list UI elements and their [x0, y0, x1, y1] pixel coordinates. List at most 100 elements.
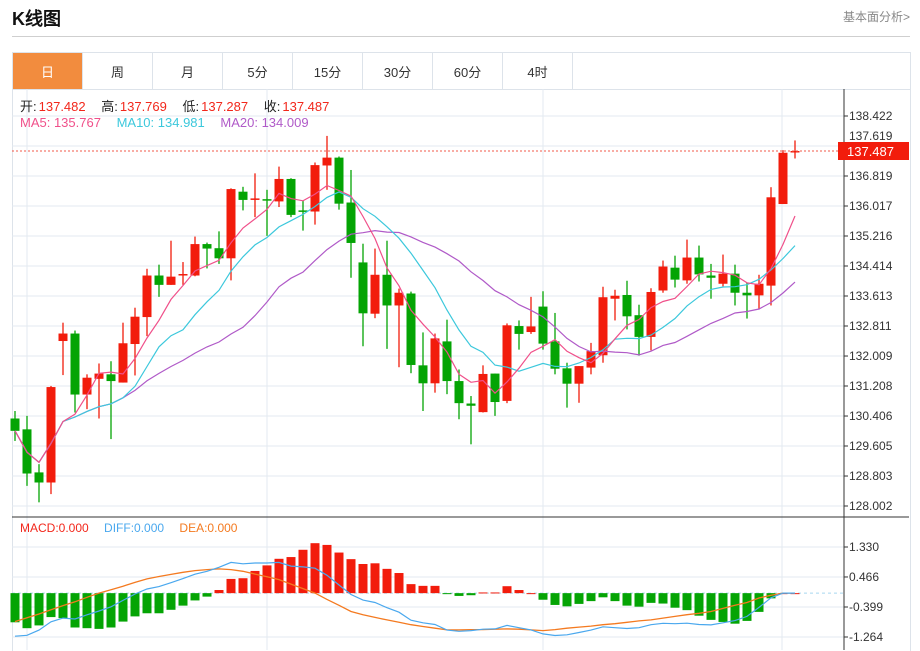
tab-60min[interactable]: 60分	[433, 53, 503, 90]
candle	[298, 200, 308, 231]
candle	[430, 333, 440, 393]
candle	[790, 140, 800, 159]
candle	[118, 322, 128, 383]
macd-tick-label: 1.330	[849, 540, 879, 554]
candle-body	[70, 333, 80, 395]
macd-bar	[358, 564, 368, 594]
candle-body	[718, 273, 728, 284]
ohlc-info: 开: 137.482 高: 137.769 低: 137.287 收: 137.487	[20, 96, 331, 115]
macd-bar	[610, 593, 620, 602]
macd-bar	[682, 593, 692, 611]
current-price-label: 137.487	[847, 144, 894, 159]
macd-bar	[190, 593, 200, 601]
tab-5min[interactable]: 5分	[223, 53, 293, 90]
candle	[586, 342, 596, 375]
candle	[754, 274, 764, 310]
period-tabs: 日 周 月 5分 15分 30分 60分 4时	[12, 52, 911, 90]
tab-week[interactable]: 周	[83, 53, 153, 90]
macd-bar	[142, 593, 152, 614]
candle	[370, 248, 380, 319]
current-price-badge	[838, 141, 909, 160]
candle	[766, 187, 776, 306]
price-tick-label: 135.216	[849, 229, 893, 243]
macd-bar	[334, 552, 344, 594]
price-tick-label: 134.414	[849, 259, 893, 273]
candle-body	[406, 293, 416, 365]
candle-body	[58, 333, 68, 342]
candle	[142, 268, 152, 337]
macd-bar	[274, 558, 284, 594]
candle	[238, 186, 248, 211]
candle-body	[118, 343, 128, 383]
macd-bar	[202, 593, 212, 597]
tab-30min[interactable]: 30分	[363, 53, 433, 90]
macd-bar	[646, 593, 656, 603]
candle-body	[790, 150, 800, 153]
candle	[646, 288, 656, 351]
macd-bar	[154, 593, 164, 614]
candle-body	[466, 403, 476, 406]
ma20-value: MA20: 134.009	[220, 115, 309, 130]
macd-bar	[238, 578, 248, 594]
candle	[694, 245, 704, 282]
tab-month[interactable]: 月	[153, 53, 223, 90]
candle	[274, 166, 284, 208]
candle	[190, 236, 200, 277]
macd-bar	[718, 593, 728, 622]
candle	[514, 320, 524, 350]
candle	[106, 361, 116, 440]
candle	[478, 365, 488, 413]
price-tick-label: 128.803	[849, 469, 893, 483]
candle-body	[298, 210, 308, 212]
candle-body	[430, 338, 440, 384]
candle	[322, 135, 332, 190]
macd-bar	[46, 593, 56, 618]
candle-body	[82, 377, 92, 395]
candle	[538, 291, 548, 350]
candle-body	[334, 157, 344, 204]
ma-info: MA5: 135.767 MA10: 134.981 MA20: 134.009	[20, 115, 311, 130]
grid	[12, 89, 844, 650]
macd-bar	[490, 592, 500, 594]
candle-body	[250, 198, 260, 200]
tab-15min[interactable]: 15分	[293, 53, 363, 90]
candle	[574, 366, 584, 403]
candle	[706, 263, 716, 299]
candle-body	[658, 266, 668, 291]
macd-bar	[694, 593, 704, 616]
candle	[682, 239, 692, 284]
tab-day[interactable]: 日	[13, 53, 83, 90]
macd-bar	[514, 590, 524, 594]
candle-body	[130, 316, 140, 345]
fundamental-analysis-link[interactable]: 基本面分析>	[842, 10, 910, 24]
candle	[634, 304, 644, 356]
macd-bar	[370, 563, 380, 594]
tab-4hour[interactable]: 4时	[503, 53, 573, 90]
price-tick-label: 136.017	[849, 199, 893, 213]
candle	[202, 242, 212, 269]
candle	[658, 260, 668, 293]
candle-body	[358, 262, 368, 314]
macd-bar	[454, 593, 464, 596]
candle	[778, 150, 788, 205]
candle	[10, 411, 20, 441]
candle	[70, 330, 80, 413]
macd-bar	[286, 557, 296, 594]
macd-bar	[322, 544, 332, 594]
macd-bar	[586, 593, 596, 602]
candle	[562, 362, 572, 408]
macd-bar	[10, 593, 20, 623]
macd-bar	[34, 593, 44, 626]
macd-bar	[418, 585, 428, 594]
macd-bar	[658, 593, 668, 604]
candle	[622, 280, 632, 330]
macd-bar	[574, 593, 584, 604]
macd-bar	[262, 565, 272, 594]
candle-body	[598, 297, 608, 356]
candle	[130, 307, 140, 376]
candle	[490, 373, 500, 416]
candle-body	[142, 275, 152, 318]
page-title: K线图	[12, 9, 61, 29]
macd-bar	[166, 593, 176, 610]
